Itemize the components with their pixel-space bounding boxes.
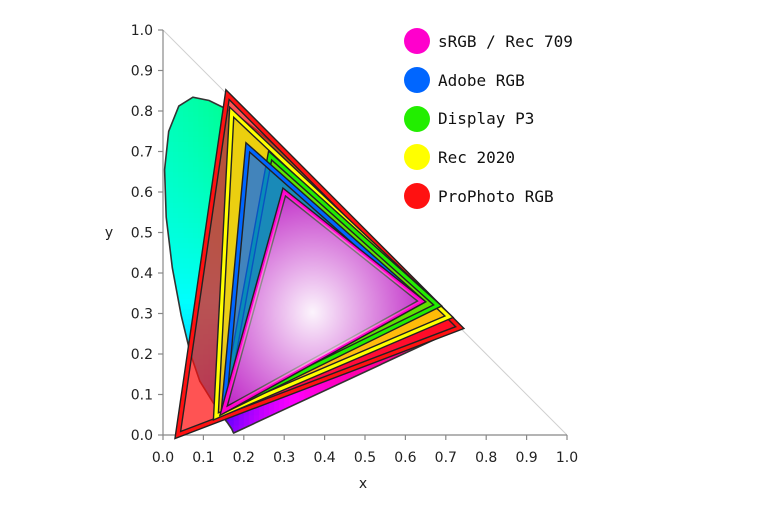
chart-legend: sRGB / Rec 709 Adobe RGB Display P3 Rec 202… (404, 22, 573, 215)
legend-label: Adobe RGB (438, 70, 525, 90)
x-tick-label: 0.0 (152, 450, 174, 466)
legend-item: Adobe RGB (404, 61, 573, 100)
y-tick-label: 0.9 (131, 64, 153, 80)
y-axis-label: y (105, 225, 113, 241)
legend-item: Display P3 (404, 99, 573, 138)
x-tick-label: 0.3 (273, 450, 295, 466)
y-tick-label: 0.3 (131, 307, 153, 323)
legend-swatch (404, 67, 430, 94)
y-tick-label: 0.5 (131, 226, 153, 242)
legend-label: sRGB / Rec 709 (438, 31, 573, 51)
y-tick-label: 0.2 (131, 347, 153, 363)
x-tick-label: 1.0 (556, 450, 578, 466)
x-tick-label: 0.6 (394, 450, 416, 466)
x-axis-label: x (359, 476, 367, 492)
white-point-glow (223, 192, 422, 411)
legend-item: Rec 2020 (404, 138, 573, 177)
legend-swatch (404, 144, 430, 171)
legend-item: sRGB / Rec 709 (404, 22, 573, 61)
gamut-edge-prophoto-rgb (175, 91, 463, 438)
legend-swatch (404, 105, 430, 132)
y-tick-label: 0.0 (131, 428, 153, 444)
legend-item: ProPhoto RGB (404, 177, 573, 216)
legend-label: Rec 2020 (438, 147, 516, 167)
x-tick-label: 0.5 (354, 450, 376, 466)
legend-swatch (404, 183, 430, 210)
y-tick-label: 0.6 (131, 185, 153, 201)
y-tick-label: 0.4 (131, 266, 153, 282)
x-tick-label: 0.1 (192, 450, 214, 466)
y-tick-label: 0.1 (131, 388, 153, 404)
y-tick-label: 1.0 (131, 23, 153, 39)
x-tick-label: 0.7 (435, 450, 457, 466)
x-tick-label: 0.4 (313, 450, 335, 466)
legend-swatch (404, 28, 430, 55)
legend-label: ProPhoto RGB (438, 186, 554, 206)
x-tick-label: 0.2 (233, 450, 255, 466)
x-tick-label: 0.9 (515, 450, 537, 466)
y-tick-label: 0.7 (131, 145, 153, 161)
y-tick-label: 0.8 (131, 104, 153, 120)
legend-label: Display P3 (438, 109, 535, 129)
x-tick-label: 0.8 (475, 450, 497, 466)
